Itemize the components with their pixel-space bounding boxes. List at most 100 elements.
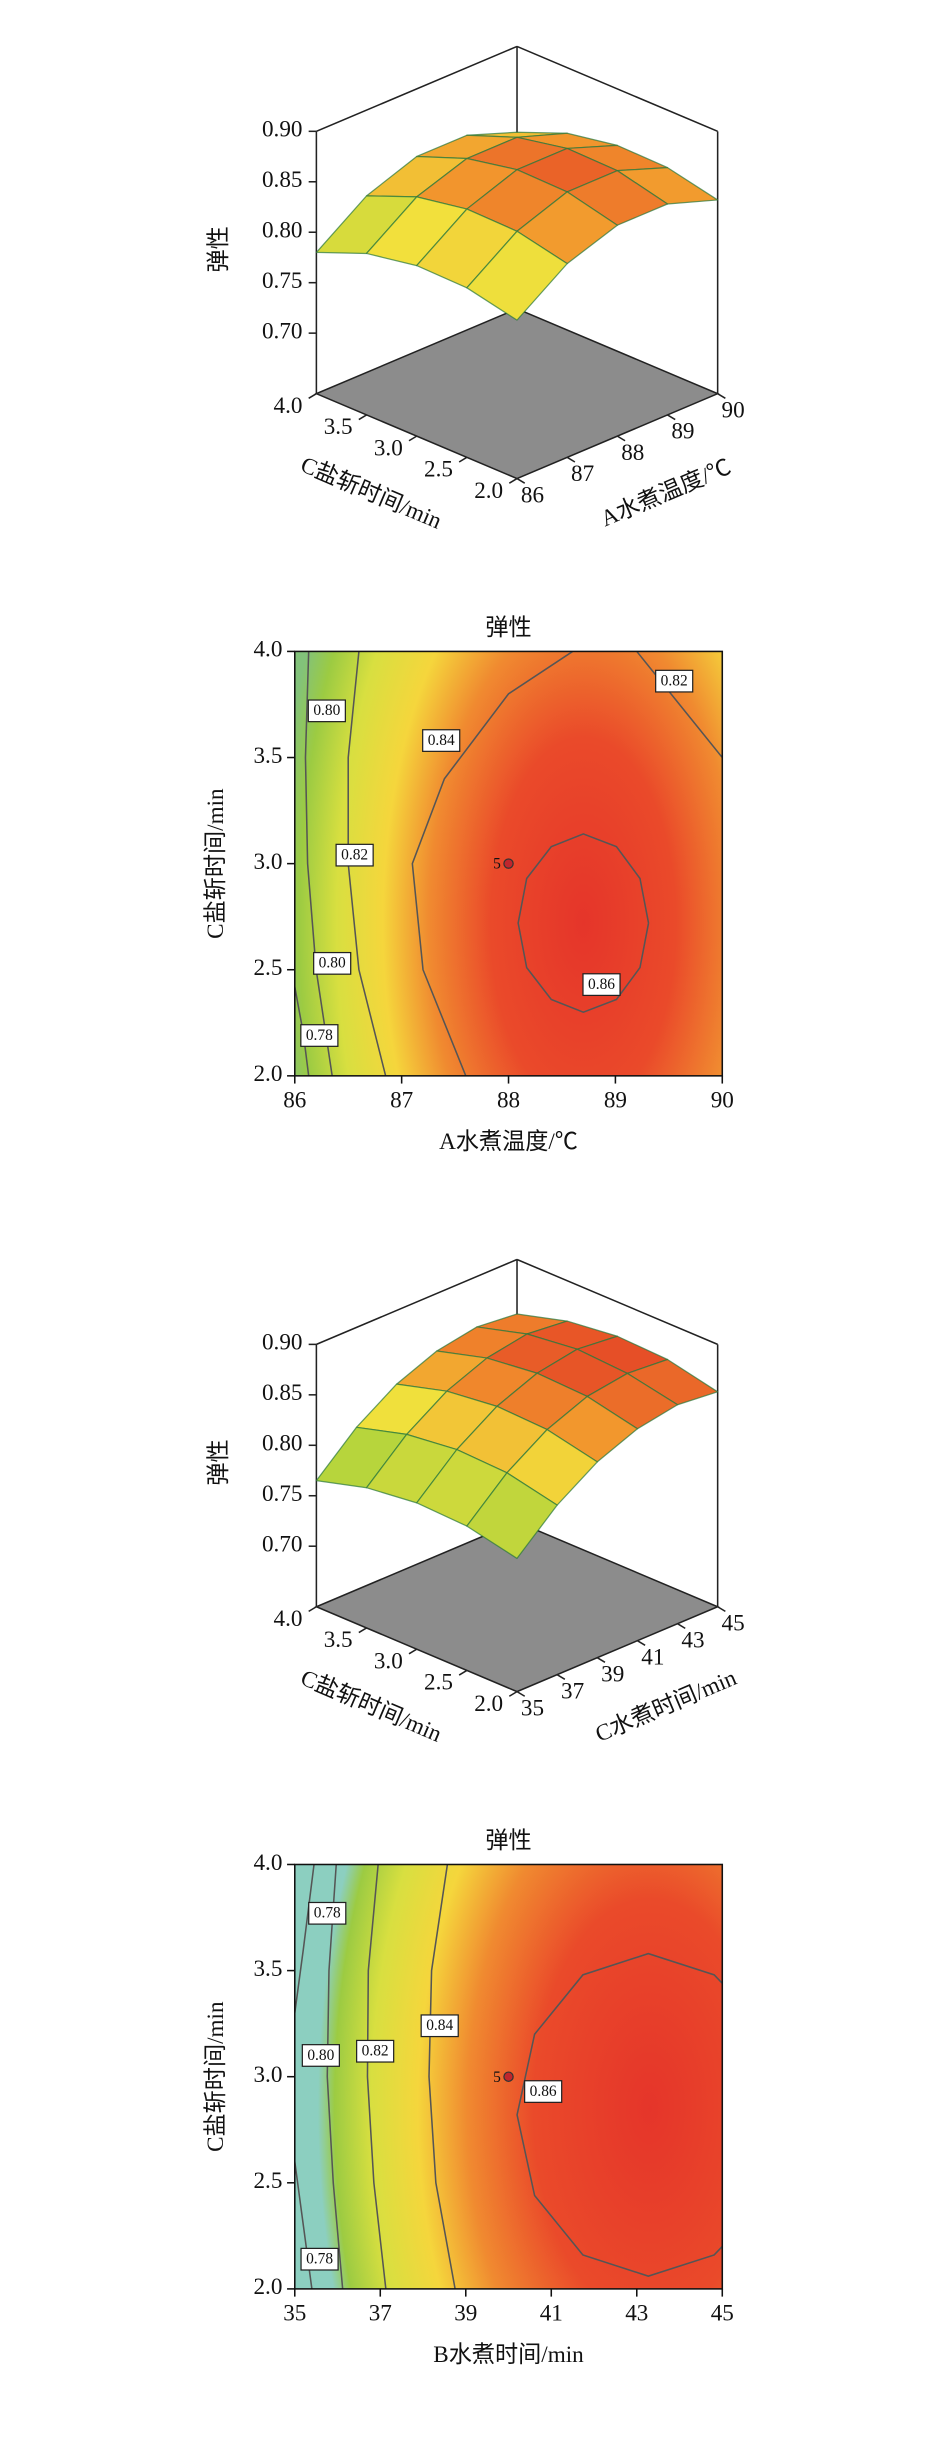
x-tick: [516, 1690, 526, 1697]
surface-patch: [466, 1472, 558, 1560]
x-tick: [717, 1606, 726, 1613]
contour-label: 0.78: [306, 1027, 333, 1044]
y-tick-label: 4.0: [274, 393, 303, 419]
z-tick-label: 0.75: [262, 268, 303, 294]
contour-label-box: [422, 729, 461, 752]
x-tick-label: 41: [540, 2300, 563, 2326]
z-tick-label: 0.85: [262, 167, 303, 193]
x-tick-label: 87: [571, 461, 594, 487]
contour-label: 0.80: [313, 702, 340, 719]
x-tick-label: 89: [671, 419, 694, 445]
z-tick-label: 0.90: [262, 117, 303, 143]
contour-label-box: [356, 2039, 395, 2063]
z-tick-label: 0.80: [262, 218, 303, 244]
y-tick-label: 2.5: [424, 457, 453, 483]
z-axis-title: 弹性: [206, 226, 232, 272]
x-tick-label: 37: [369, 2300, 392, 2326]
contour-label: 0.78: [306, 2251, 333, 2268]
contour-label: 0.86: [530, 2083, 557, 2100]
y-tick-label: 3.0: [253, 849, 282, 875]
contour-line: [428, 1864, 456, 2289]
design-point: [503, 2071, 514, 2082]
y-tick-label: 2.0: [474, 478, 503, 504]
x-tick-label: 39: [601, 1662, 624, 1688]
x-tick-label: 43: [681, 1628, 704, 1654]
y-tick-label: 4.0: [253, 637, 282, 663]
design-point: [503, 858, 514, 869]
y-tick-label: 4.0: [253, 1850, 282, 1876]
contour-line: [516, 1952, 723, 2277]
x-axis-title: A水煮温度/℃: [597, 454, 735, 532]
x-axis-title: B水煮时间/min: [433, 2342, 584, 2368]
y-tick-label: 3.5: [253, 743, 282, 769]
x-tick-label: 86: [283, 1087, 306, 1113]
contour-lines: [294, 1864, 723, 2289]
contour-label-box: [301, 2044, 340, 2067]
box-edge: [316, 1258, 518, 1346]
contour-label-box: [524, 2080, 563, 2103]
y-tick-label: 2.5: [253, 2168, 282, 2194]
x-tick-label: 35: [283, 2300, 306, 2326]
contour-line: [517, 833, 650, 1014]
y-tick-label: 3.0: [374, 435, 403, 461]
y-tick-label: 2.0: [474, 1691, 503, 1717]
y-tick: [308, 1606, 317, 1613]
contour-label-box: [300, 1024, 339, 1047]
x-tick: [556, 1673, 566, 1680]
x-tick-label: 87: [390, 1087, 413, 1113]
x-tick-label: 39: [454, 2300, 477, 2326]
x-tick: [596, 1657, 606, 1663]
x-tick-label: 89: [604, 1087, 627, 1113]
y-tick-label: 2.5: [424, 1670, 453, 1696]
z-tick-label: 0.85: [262, 1380, 303, 1406]
z-tick-label: 0.70: [262, 1532, 303, 1558]
contour-line: [411, 651, 574, 1076]
x-tick: [636, 1640, 646, 1646]
y-tick-label: 3.5: [324, 414, 353, 440]
contour-label: 0.84: [428, 732, 455, 749]
contour-label-box: [420, 2014, 459, 2038]
contour-label: 0.82: [341, 846, 368, 863]
contour-label-box: [307, 699, 346, 723]
x-tick-label: 86: [521, 482, 544, 508]
y-tick-label: 3.5: [324, 1627, 353, 1653]
y-tick: [508, 1690, 518, 1697]
y-axis-title: C盐斩时间/min: [203, 2001, 229, 2152]
contour-line: [366, 1864, 387, 2289]
contour-label: 0.78: [314, 1905, 341, 1922]
y-tick-label: 3.0: [253, 2062, 282, 2088]
y-tick-label: 2.0: [253, 1061, 282, 1087]
y-tick: [508, 477, 518, 484]
y-tick-label: 4.0: [274, 1606, 303, 1632]
x-tick: [516, 477, 526, 484]
contour-label: 0.84: [426, 2017, 453, 2034]
box-edge: [316, 45, 518, 133]
contour-line: [636, 651, 723, 759]
contour-line: [326, 1864, 344, 2289]
y-axis-title: C盐斩时间/min: [203, 788, 229, 939]
x-axis-title: A水煮温度/℃: [439, 1129, 578, 1155]
y-tick: [358, 414, 367, 421]
x-tick-label: 35: [521, 1695, 544, 1721]
design-point-label: 5: [493, 2069, 501, 2086]
z-tick-label: 0.75: [262, 1481, 303, 1507]
x-tick-label: 88: [621, 440, 644, 466]
x-tick: [717, 393, 726, 399]
contour-label-box: [655, 669, 694, 693]
contour-line: [304, 651, 333, 1076]
z-tick-label: 0.90: [262, 1330, 303, 1356]
y-tick: [458, 456, 468, 463]
contour-line: [294, 1864, 315, 2014]
x-tick-label: 90: [711, 1087, 734, 1113]
chart-title: 弹性: [485, 615, 531, 641]
z-tick-label: 0.80: [262, 1431, 303, 1457]
contour-label-box: [300, 2247, 339, 2271]
surface-patch: [466, 230, 568, 321]
chart-title: 弹性: [485, 1828, 531, 1854]
contour-label-box: [335, 843, 374, 867]
contour-label: 0.82: [362, 2043, 389, 2060]
contour-label-box: [308, 1901, 347, 1925]
z-tick-label: 0.70: [262, 318, 303, 344]
contour-label-box: [313, 951, 352, 975]
